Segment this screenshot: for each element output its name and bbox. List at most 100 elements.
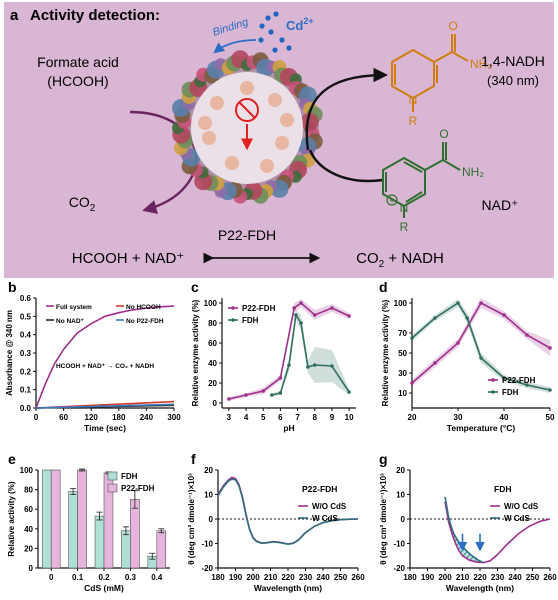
legend-marker [231,306,235,310]
nad-charge-circle [386,194,398,206]
data-point [306,365,310,369]
y-tick-label: 0 [209,515,214,524]
legend-label: FDH [502,388,519,397]
y-tick-label: 40 [24,525,33,534]
x-tick-label: 0.1 [72,573,84,582]
x-tick-label: 220 [281,573,295,582]
data-point [525,333,529,337]
nad-n-label: N [400,201,409,215]
x-tick-label: 250 [526,573,540,582]
panel-a-title: Activity detection: [30,7,160,24]
x-tick-label: 40 [500,413,509,422]
panel-c-letter: c [191,279,199,295]
y-tick-label: 80 [24,486,33,495]
x-tick-label: 260 [543,573,557,582]
panel-e: e 0 20 40 60 80 100 0 0.1 0.2 0.3 0.4 CdS (mM) Relati… [7,451,170,593]
x-tick-label: 220 [473,573,487,582]
x-tick-label: 250 [334,573,348,582]
bar [94,515,105,569]
x-tick-label: 200 [438,573,452,582]
y-axis-label: θ (deg cm² dmole⁻¹)×10³ [379,473,388,565]
legend-label: No HCOOH [126,304,161,311]
panel-f-letter: f [191,451,196,467]
nad-o-label: O [439,127,448,141]
legend-label: W/O CdS [504,502,539,511]
data-point [502,313,506,317]
bar [77,469,87,569]
legend-label: FDH [242,316,259,325]
x-tick-label: 200 [246,573,260,582]
x-axis-label: Temperature (°C) [447,423,516,433]
chart-title: FDH [494,484,511,494]
y-tick-label: 0.1 [20,386,32,395]
chart-title: P22-FDH [302,484,337,494]
x-tick-label: 60 [59,413,68,422]
panel-a: a Activity detection: Formate acid (HCOO… [4,2,554,278]
y-tick-label: 10 [398,389,407,398]
error-band [412,298,550,386]
x-tick-label: 0.4 [151,573,163,582]
data-point [287,363,291,367]
substrate-formula: (HCOOH) [47,73,108,89]
legend-label: W CdS [504,514,530,523]
data-point [347,390,351,394]
bar [130,499,140,569]
x-tick-label: 240 [316,573,330,582]
y-tick-label: 0 [29,564,34,573]
data-point [312,313,317,317]
y-tick-label: 0 [401,515,406,524]
x-axis-label: Wavelength (nm) [254,583,322,593]
nad-label: NAD⁺ [482,197,519,213]
panel-c: c 0 20 40 60 80 100 3 4 5 6 7 8 9 10 pH Relative enzyme … [191,279,356,433]
bar [41,469,52,569]
equation-right: CO2 + NADH [356,250,444,270]
y-tick-label: 0.2 [20,367,32,376]
arrow-to-nadh [305,67,388,151]
y-tick-label: -20 [393,564,405,573]
inhibition-slash [238,101,256,119]
y-axis-label: Relative enzyme activity (%) [381,299,390,406]
x-tick-label: 0.3 [125,573,137,582]
panel-b: b 0.0 0.1 0.2 0.3 0.4 0.5 0.6 0 60 120 180 240 300 Tim… [5,279,181,433]
nadh-n-label: N [409,93,418,107]
data-point [347,314,351,318]
nad-structure [382,142,461,218]
data-point [479,301,483,305]
fdh-enzyme [260,159,274,173]
legend-marker [491,378,495,382]
co2-label: CO2 [69,194,96,214]
x-tick-label: 7 [295,413,300,422]
data-point [465,316,470,320]
y-tick-label: 0.6 [20,294,32,303]
legend-label: No NAD⁺ [56,318,85,325]
legend-marker [231,318,235,322]
data-point [548,388,552,392]
series-line [35,305,175,409]
legend-label: No P22-FDH [126,318,164,325]
y-tick-label: 100 [20,466,34,475]
x-tick-label: 4 [244,413,249,422]
fdh-enzyme [198,116,212,130]
y-tick-label: 0 [213,399,218,408]
x-tick-label: 210 [456,573,470,582]
inhibition-symbol [235,98,259,122]
y-tick-label: 80 [208,319,217,328]
data-point [227,397,231,401]
y-tick-label: 100 [204,299,218,308]
x-tick-label: 240 [140,413,154,422]
x-tick-label: 20 [408,413,417,422]
x-tick-label: 260 [351,573,365,582]
data-point [278,376,283,380]
nadh-absorbance: (340 nm) [487,73,539,88]
bar [68,491,78,569]
data-point [456,341,460,345]
x-tick-label: 230 [299,573,313,582]
cadmium-ions [258,11,292,53]
data-point [330,306,334,310]
data-point [433,361,437,365]
data-point [294,313,298,317]
y-axis-label: Relative enzyme activity (%) [191,299,200,406]
data-point [278,391,283,395]
chart-panels: b0.00.10.20.30.40.50.60 60 120 180 240 300Tim… [5,279,557,593]
